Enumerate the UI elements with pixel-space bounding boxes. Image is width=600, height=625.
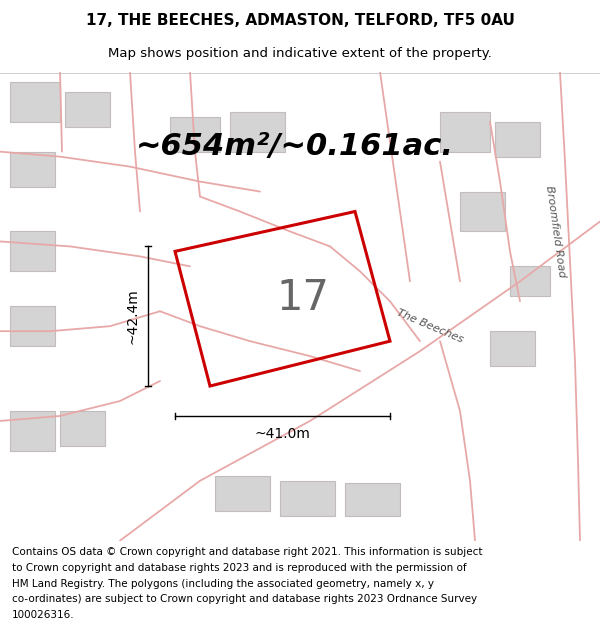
Polygon shape <box>215 476 270 511</box>
Text: Contains OS data © Crown copyright and database right 2021. This information is : Contains OS data © Crown copyright and d… <box>12 548 482 558</box>
Polygon shape <box>345 482 400 516</box>
Polygon shape <box>490 331 535 366</box>
Text: Map shows position and indicative extent of the property.: Map shows position and indicative extent… <box>108 48 492 61</box>
Polygon shape <box>60 411 105 446</box>
Polygon shape <box>460 191 505 231</box>
Polygon shape <box>170 117 220 152</box>
Text: The Beeches: The Beeches <box>395 308 465 345</box>
Polygon shape <box>440 112 490 152</box>
Text: 17: 17 <box>276 276 329 319</box>
Text: 100026316.: 100026316. <box>12 610 74 620</box>
Polygon shape <box>10 82 60 122</box>
Text: to Crown copyright and database rights 2023 and is reproduced with the permissio: to Crown copyright and database rights 2… <box>12 563 467 573</box>
Polygon shape <box>65 92 110 127</box>
Text: 17, THE BEECHES, ADMASTON, TELFORD, TF5 0AU: 17, THE BEECHES, ADMASTON, TELFORD, TF5 … <box>86 12 514 28</box>
Text: ~654m²/~0.161ac.: ~654m²/~0.161ac. <box>136 132 454 161</box>
Text: ~41.0m: ~41.0m <box>254 427 310 441</box>
Polygon shape <box>10 411 55 451</box>
Polygon shape <box>10 152 55 187</box>
Text: Broomfield Road: Broomfield Road <box>544 185 566 278</box>
Polygon shape <box>510 266 550 296</box>
Polygon shape <box>280 481 335 516</box>
Text: ~42.4m: ~42.4m <box>125 288 139 344</box>
Text: HM Land Registry. The polygons (including the associated geometry, namely x, y: HM Land Registry. The polygons (includin… <box>12 579 434 589</box>
Polygon shape <box>10 231 55 271</box>
Text: co-ordinates) are subject to Crown copyright and database rights 2023 Ordnance S: co-ordinates) are subject to Crown copyr… <box>12 594 477 604</box>
Polygon shape <box>495 122 540 157</box>
Polygon shape <box>10 306 55 346</box>
Polygon shape <box>230 112 285 152</box>
